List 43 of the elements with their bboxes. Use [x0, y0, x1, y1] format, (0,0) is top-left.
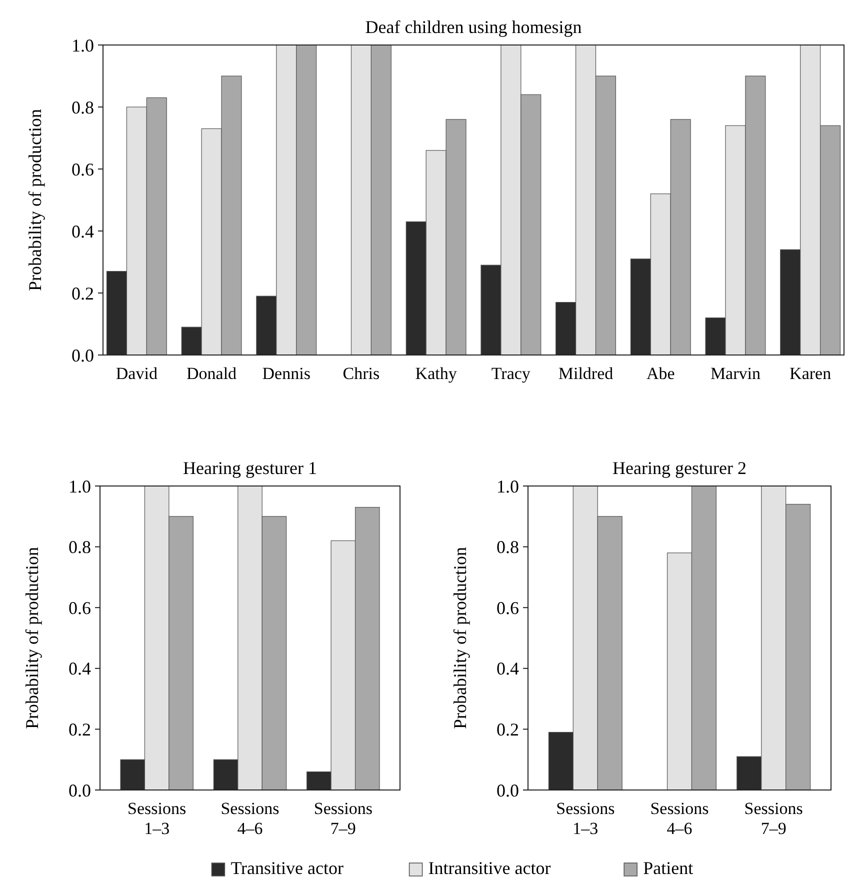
y-tick-label: 0.0 [72, 345, 94, 366]
y-tick-label: 0.6 [496, 598, 519, 618]
x-tick-label: Karen [790, 364, 832, 383]
y-tick-label: 0.6 [72, 159, 94, 180]
chart-title: Hearing gesturer 1 [183, 458, 317, 478]
x-tick-label: Sessions 1–3 [128, 799, 186, 838]
x-tick-label: Dennis [262, 364, 310, 383]
x-tick-label: Tracy [491, 364, 531, 383]
y-tick-label: 0.6 [68, 598, 91, 618]
y-axis-title: Probability of production [450, 547, 470, 729]
y-tick-label: 0.8 [496, 537, 519, 558]
x-tick-label: Sessions 7–9 [314, 799, 372, 838]
y-tick-label: 0.0 [496, 780, 519, 800]
x-tick-label: Mildred [558, 364, 614, 383]
x-tick-label: Sessions 4–6 [220, 799, 280, 838]
x-tick-label: Sessions 1–3 [556, 799, 615, 838]
chart-title: Hearing gesturer 2 [612, 458, 746, 478]
y-tick-label: 0.8 [72, 97, 94, 118]
y-tick-label: 1.0 [496, 476, 519, 496]
y-tick-label: 0.2 [72, 283, 94, 304]
y-tick-label: 1.0 [72, 35, 94, 56]
x-tick-label: Sessions 7–9 [744, 799, 803, 838]
x-tick-label: Kathy [415, 364, 458, 383]
legend-label: Patient [643, 858, 694, 878]
x-tick-label: Abe [646, 364, 675, 383]
y-axis-title: Probability of production [25, 109, 45, 291]
x-tick-label: Donald [186, 364, 238, 383]
x-tick-label: Marvin [710, 364, 761, 383]
x-tick-label: Sessions 4–6 [650, 799, 709, 838]
y-tick-label: 0.2 [68, 720, 91, 740]
y-tick-label: 1.0 [68, 476, 91, 496]
y-tick-label: 0.4 [496, 658, 519, 679]
y-tick-label: 0.4 [72, 221, 94, 242]
y-tick-label: 0.2 [496, 720, 519, 740]
y-tick-label: 0.8 [68, 537, 91, 558]
y-tick-label: 0.4 [68, 658, 91, 679]
chart-title: Deaf children using homesign [365, 17, 582, 37]
legend-label: Intransitive actor [428, 858, 551, 878]
x-tick-label: David [116, 364, 158, 383]
x-tick-label: Chris [342, 364, 380, 383]
y-axis-title: Probability of production [22, 547, 42, 729]
y-tick-label: 0.0 [68, 780, 91, 800]
legend-label: Transitive actor [230, 858, 344, 878]
